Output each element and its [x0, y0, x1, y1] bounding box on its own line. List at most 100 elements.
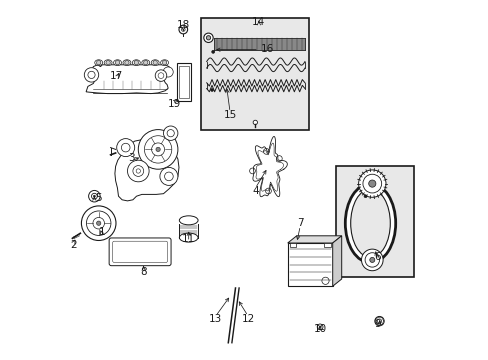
Circle shape: [265, 188, 271, 194]
Polygon shape: [332, 236, 341, 286]
Circle shape: [136, 169, 140, 173]
Ellipse shape: [142, 60, 149, 66]
Circle shape: [138, 130, 178, 169]
Text: 11: 11: [182, 234, 195, 244]
Circle shape: [253, 120, 257, 125]
Circle shape: [153, 60, 157, 65]
Circle shape: [179, 25, 187, 34]
Circle shape: [155, 70, 166, 81]
Circle shape: [93, 195, 95, 197]
Circle shape: [276, 156, 282, 161]
Bar: [287, 243, 332, 286]
Text: 12: 12: [241, 314, 254, 324]
Circle shape: [368, 180, 375, 187]
Text: 4: 4: [251, 186, 258, 196]
Ellipse shape: [122, 60, 131, 66]
Circle shape: [134, 60, 138, 65]
Circle shape: [158, 73, 163, 78]
Bar: [336, 166, 413, 277]
Circle shape: [86, 211, 111, 235]
Circle shape: [117, 139, 134, 157]
Bar: [289, 243, 295, 247]
FancyBboxPatch shape: [109, 238, 171, 266]
Bar: [201, 18, 309, 130]
Ellipse shape: [95, 60, 102, 66]
Circle shape: [81, 206, 116, 240]
Circle shape: [93, 217, 104, 229]
Circle shape: [88, 71, 95, 78]
Circle shape: [317, 324, 322, 330]
Circle shape: [203, 33, 213, 42]
Circle shape: [377, 319, 381, 323]
Circle shape: [362, 174, 381, 193]
Circle shape: [162, 60, 166, 65]
Circle shape: [88, 190, 100, 202]
Text: 1: 1: [99, 227, 105, 237]
Text: 17: 17: [110, 71, 123, 81]
Circle shape: [206, 36, 210, 40]
Circle shape: [164, 172, 173, 181]
Text: 6: 6: [374, 252, 380, 262]
Circle shape: [115, 60, 120, 65]
Circle shape: [163, 126, 178, 140]
Circle shape: [124, 60, 129, 65]
Circle shape: [263, 149, 269, 154]
Circle shape: [96, 60, 101, 65]
Ellipse shape: [160, 60, 168, 66]
Text: 2: 2: [70, 240, 77, 250]
Polygon shape: [287, 236, 341, 243]
Bar: [177, 63, 190, 101]
Bar: [213, 38, 305, 50]
Ellipse shape: [179, 216, 198, 225]
Ellipse shape: [350, 189, 389, 257]
Bar: [179, 66, 188, 98]
Text: 16: 16: [261, 44, 274, 54]
Text: 13: 13: [209, 314, 222, 324]
Text: 10: 10: [313, 324, 326, 334]
Circle shape: [156, 147, 160, 152]
Circle shape: [167, 130, 174, 137]
Text: 9: 9: [374, 319, 380, 329]
FancyBboxPatch shape: [113, 241, 167, 262]
Circle shape: [321, 277, 328, 284]
Circle shape: [181, 28, 185, 31]
Ellipse shape: [151, 60, 159, 66]
Circle shape: [249, 168, 255, 174]
Circle shape: [91, 193, 97, 199]
Circle shape: [133, 166, 143, 176]
Circle shape: [96, 221, 101, 225]
Text: 19: 19: [167, 99, 181, 109]
Text: 3: 3: [127, 153, 134, 163]
Polygon shape: [86, 65, 170, 94]
Circle shape: [210, 89, 213, 91]
Ellipse shape: [113, 60, 121, 66]
Text: 15: 15: [223, 110, 236, 120]
Circle shape: [160, 167, 178, 185]
Circle shape: [358, 170, 385, 197]
Circle shape: [143, 60, 147, 65]
Ellipse shape: [345, 184, 395, 263]
Circle shape: [84, 68, 99, 82]
Ellipse shape: [179, 233, 198, 242]
Circle shape: [369, 257, 374, 262]
Circle shape: [211, 50, 214, 53]
Text: 14: 14: [252, 17, 265, 27]
Text: 18: 18: [176, 20, 189, 30]
Circle shape: [151, 143, 164, 156]
Bar: [324, 243, 330, 247]
Ellipse shape: [104, 60, 112, 66]
Text: 8: 8: [140, 267, 147, 277]
Circle shape: [163, 67, 173, 77]
Polygon shape: [115, 139, 179, 201]
Circle shape: [363, 195, 366, 198]
Text: 5: 5: [95, 193, 102, 203]
Circle shape: [121, 143, 130, 152]
Circle shape: [365, 253, 379, 267]
Circle shape: [374, 316, 384, 326]
Circle shape: [127, 160, 149, 182]
Circle shape: [144, 136, 171, 163]
Circle shape: [106, 60, 110, 65]
Text: 7: 7: [296, 218, 303, 228]
Circle shape: [361, 249, 382, 271]
Ellipse shape: [132, 60, 140, 66]
